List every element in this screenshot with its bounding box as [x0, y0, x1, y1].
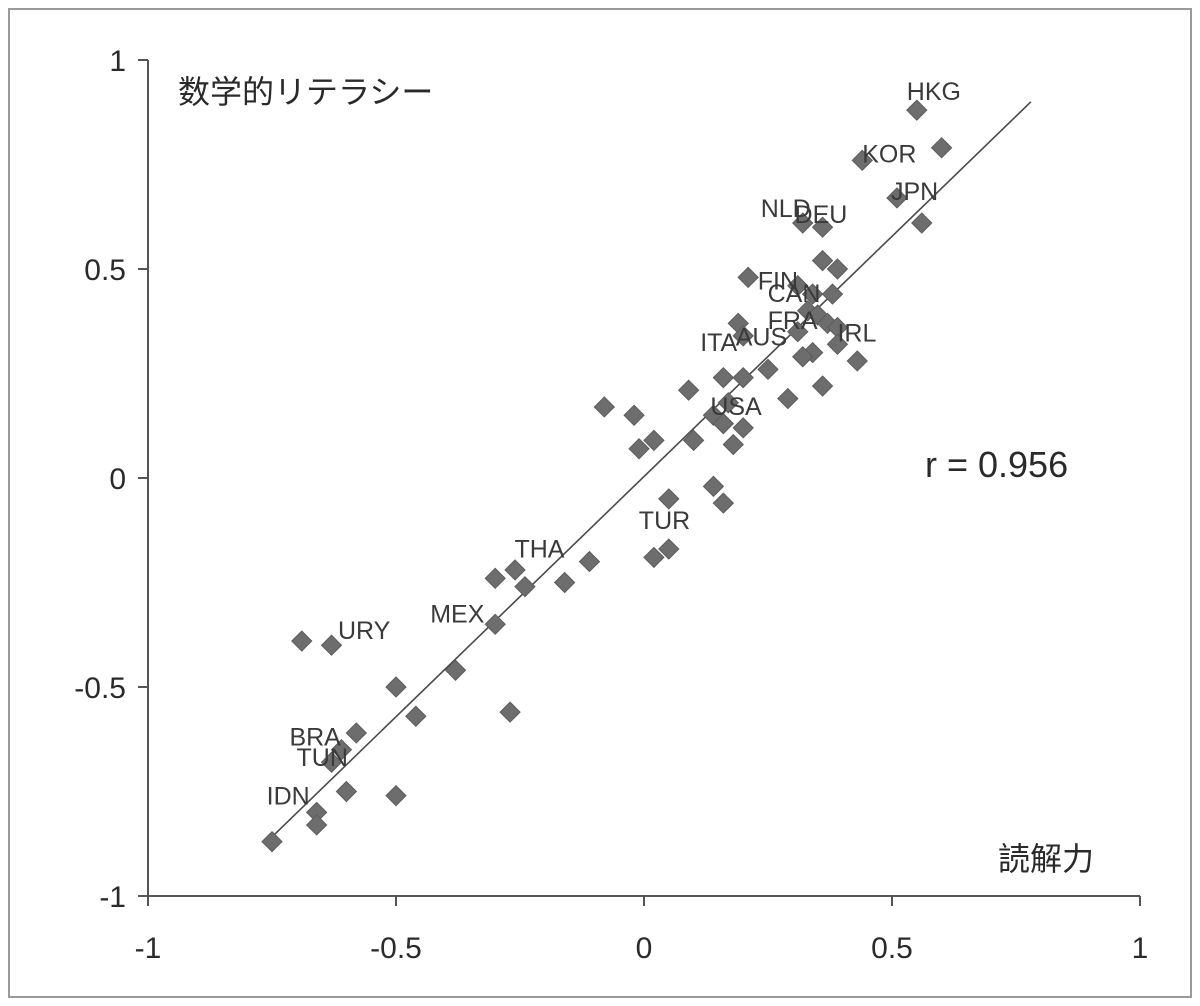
y-tick-label: -1	[99, 881, 126, 914]
point-label-hkg: HKG	[907, 78, 961, 106]
data-point	[702, 475, 725, 498]
data-point	[722, 433, 744, 456]
y-tick-label: 1	[109, 45, 126, 78]
data-point	[623, 404, 645, 427]
data-point	[677, 379, 700, 401]
data-point	[911, 212, 933, 234]
point-label-deu: DEU	[795, 201, 848, 229]
data-point	[658, 538, 680, 560]
data-point	[787, 320, 809, 343]
y-axis-title: 数学的リテラシー	[178, 73, 433, 111]
data-point	[732, 366, 754, 389]
point-label-fin: FIN	[758, 268, 798, 296]
data-point	[504, 559, 526, 581]
point-label-kor: KOR	[862, 140, 916, 168]
point-label-idn: IDN	[267, 782, 310, 810]
data-point	[330, 738, 353, 761]
point-label-irl: IRL	[837, 320, 876, 348]
data-point	[826, 258, 849, 280]
point-label-can: CAN	[768, 280, 821, 308]
data-point	[345, 722, 368, 744]
data-point	[335, 780, 358, 803]
data-point	[801, 283, 824, 305]
data-point	[484, 567, 506, 590]
y-tick-label: -0.5	[74, 672, 126, 705]
axes: 1 0.5 0 -0.5 -1 -1 -0.5 0 0.5 1	[74, 45, 1148, 965]
point-label-bra: BRA	[289, 724, 341, 752]
chart-frame	[8, 8, 1192, 998]
data-point	[385, 784, 407, 807]
trendline-layer	[266, 101, 1032, 843]
x-tick-label: -1	[135, 932, 162, 965]
point-label-usa: USA	[710, 393, 762, 421]
data-point	[682, 429, 705, 452]
data-point	[732, 325, 754, 347]
data-point	[811, 249, 834, 272]
data-point	[811, 216, 834, 238]
x-tick-label: 0	[636, 932, 653, 965]
data-point	[261, 830, 283, 853]
data-point	[777, 387, 799, 410]
data-point	[757, 358, 779, 381]
trendline	[266, 101, 1032, 843]
data-point	[712, 412, 735, 435]
point-label-aus: AUS	[736, 324, 787, 352]
data-point	[291, 630, 313, 652]
x-tick-label: 1	[1132, 932, 1149, 965]
x-tick-label: 0.5	[871, 932, 913, 965]
data-point	[906, 99, 928, 121]
data-point	[787, 275, 809, 297]
y-tick-label: 0	[109, 463, 126, 496]
point-label-jpn: JPN	[891, 178, 938, 206]
data-point	[405, 705, 427, 727]
data-point	[305, 814, 328, 836]
data-points	[261, 99, 953, 853]
data-point	[553, 571, 576, 594]
data-point	[811, 375, 834, 397]
x-tick-label: -0.5	[370, 932, 422, 965]
point-label-fra: FRA	[768, 307, 818, 335]
point-label-ita: ITA	[700, 329, 737, 357]
data-point	[628, 438, 650, 460]
data-point	[717, 392, 740, 414]
data-point	[846, 350, 868, 372]
data-point	[320, 634, 343, 656]
point-label-ury: URY	[338, 617, 391, 645]
y-tick-label: 0.5	[84, 254, 126, 287]
data-point	[643, 546, 665, 569]
x-axis-title: 読解力	[998, 840, 1094, 878]
data-point	[712, 366, 735, 389]
data-point	[732, 417, 754, 439]
data-point	[643, 429, 665, 452]
data-point	[320, 751, 343, 773]
data-point	[578, 550, 601, 573]
point-label-mex: MEX	[430, 600, 485, 628]
data-point	[484, 613, 506, 636]
data-point	[499, 701, 521, 723]
data-point	[514, 575, 536, 598]
data-point	[821, 283, 844, 305]
point-label-tur: TUR	[639, 507, 690, 535]
data-point	[826, 333, 849, 355]
data-point	[886, 187, 908, 209]
data-point	[792, 212, 814, 234]
data-point	[658, 488, 680, 510]
point-label-tha: THA	[514, 536, 564, 564]
correlation-annotation: r = 0.956	[925, 444, 1068, 485]
data-point	[712, 492, 735, 514]
point-label-tun: TUN	[297, 744, 348, 772]
data-point	[792, 346, 814, 368]
data-point	[930, 137, 953, 159]
data-point	[851, 149, 873, 172]
data-point	[444, 659, 467, 681]
data-point	[593, 396, 616, 418]
data-point	[737, 266, 759, 289]
point-label-nld: NLD	[761, 195, 811, 223]
data-point	[385, 676, 407, 698]
